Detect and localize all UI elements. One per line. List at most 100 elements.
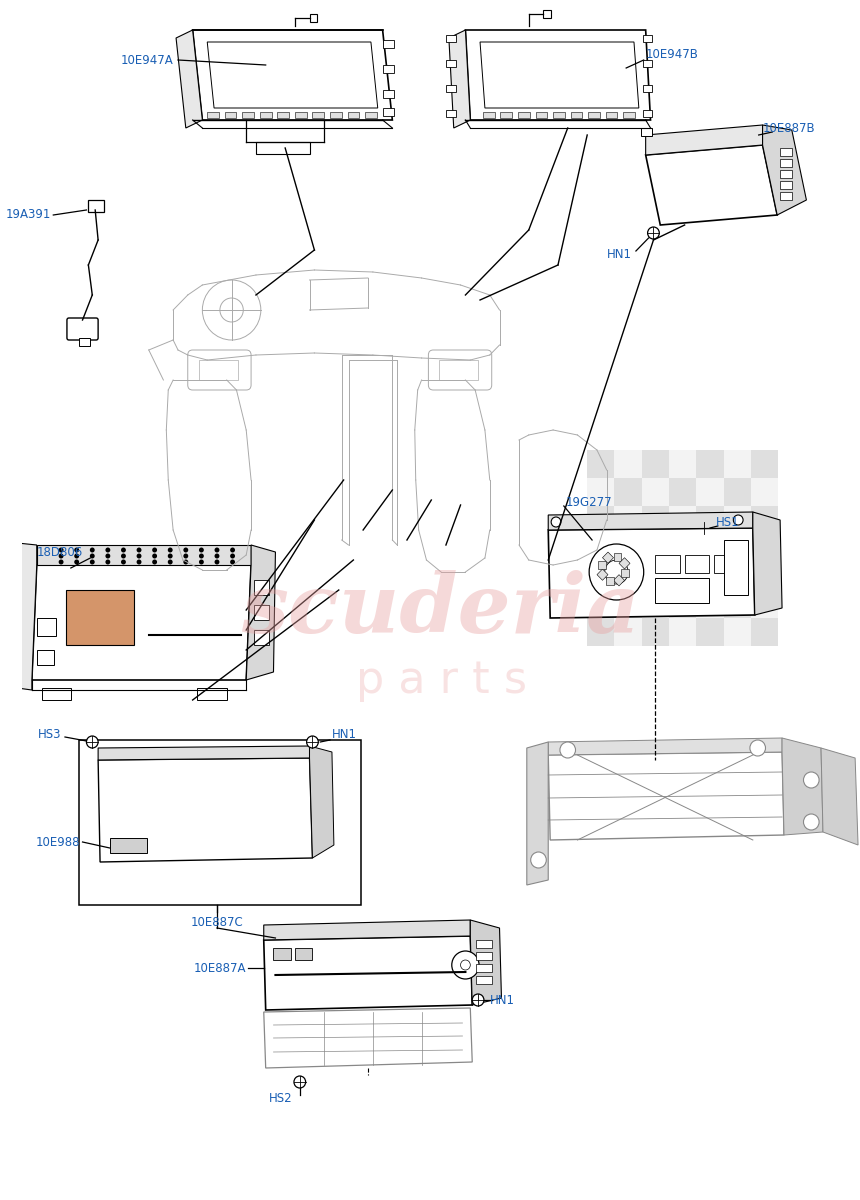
Circle shape (58, 559, 64, 564)
Circle shape (230, 553, 235, 558)
Bar (751, 562, 778, 590)
Bar (446, 85, 456, 92)
Bar (723, 450, 751, 478)
Bar (615, 506, 642, 534)
Bar (110, 838, 147, 853)
Bar (89, 200, 104, 212)
Bar (615, 590, 642, 618)
Bar (254, 605, 268, 620)
Circle shape (294, 1076, 305, 1088)
Circle shape (86, 736, 98, 748)
Bar (243, 112, 254, 118)
Bar (642, 110, 653, 116)
Polygon shape (646, 125, 763, 155)
Circle shape (214, 559, 219, 564)
Bar (615, 450, 642, 478)
Bar (587, 478, 615, 506)
Bar (198, 688, 227, 700)
Text: HS3: HS3 (38, 728, 61, 742)
Bar (483, 112, 494, 118)
Bar (723, 618, 751, 646)
Text: scuderia: scuderia (242, 570, 641, 650)
Bar (723, 478, 751, 506)
Bar (697, 478, 723, 506)
Text: 10E988: 10E988 (36, 835, 81, 848)
Circle shape (121, 559, 126, 564)
Bar (476, 940, 492, 948)
Bar (642, 562, 669, 590)
Bar (697, 562, 723, 590)
Polygon shape (264, 1008, 472, 1068)
Bar (587, 562, 615, 590)
Circle shape (230, 547, 235, 552)
Bar (613, 575, 624, 586)
Circle shape (734, 515, 743, 526)
Bar (751, 534, 778, 562)
Bar (780, 158, 792, 167)
Bar (642, 590, 669, 618)
Bar (254, 580, 268, 595)
Circle shape (803, 772, 819, 788)
Circle shape (168, 547, 173, 552)
Bar (751, 590, 778, 618)
Text: 10E887C: 10E887C (191, 916, 243, 929)
Bar (655, 578, 709, 602)
Polygon shape (264, 920, 470, 940)
Bar (723, 590, 751, 618)
Text: HN1: HN1 (332, 728, 357, 742)
Polygon shape (548, 752, 784, 840)
Bar (624, 112, 635, 118)
Text: 10E887B: 10E887B (763, 121, 815, 134)
Bar (714, 554, 738, 572)
Bar (642, 506, 669, 534)
Circle shape (199, 547, 204, 552)
Polygon shape (264, 936, 472, 1010)
Bar (518, 112, 530, 118)
Bar (603, 552, 613, 563)
Bar (347, 112, 359, 118)
Circle shape (199, 553, 204, 558)
Circle shape (551, 517, 561, 527)
Bar (669, 506, 697, 534)
Bar (37, 618, 56, 636)
Bar (278, 112, 289, 118)
Bar (536, 112, 547, 118)
Bar (751, 450, 778, 478)
Circle shape (750, 740, 765, 756)
Ellipse shape (452, 950, 479, 979)
Circle shape (531, 852, 546, 868)
Bar (260, 112, 272, 118)
Polygon shape (763, 125, 807, 215)
Bar (587, 618, 615, 646)
Bar (256, 142, 310, 154)
Bar (697, 534, 723, 562)
Bar (544, 10, 551, 18)
Bar (37, 650, 54, 665)
Polygon shape (548, 738, 782, 755)
Bar (642, 478, 669, 506)
Polygon shape (193, 30, 392, 120)
Polygon shape (480, 42, 639, 108)
Circle shape (137, 559, 142, 564)
Bar (780, 192, 792, 200)
Bar (66, 590, 134, 646)
Text: 10E947B: 10E947B (646, 48, 698, 61)
Circle shape (106, 547, 110, 552)
Ellipse shape (461, 960, 470, 970)
Bar (697, 450, 723, 478)
Bar (446, 60, 456, 67)
Bar (587, 506, 615, 534)
Bar (621, 569, 630, 577)
Polygon shape (246, 545, 275, 680)
Circle shape (74, 547, 79, 552)
Polygon shape (465, 30, 650, 120)
Bar (669, 450, 697, 478)
Bar (598, 562, 605, 569)
Bar (207, 112, 219, 118)
Text: 10E947A: 10E947A (120, 54, 173, 66)
Polygon shape (782, 738, 823, 835)
Circle shape (89, 559, 95, 564)
Bar (669, 618, 697, 646)
Bar (751, 506, 778, 534)
Bar (642, 450, 669, 478)
